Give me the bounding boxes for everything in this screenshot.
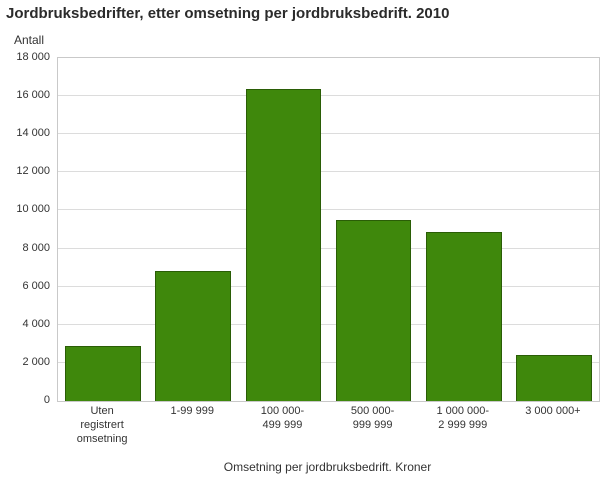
gridline: [58, 133, 599, 135]
x-tick-label: 1-99 999: [170, 405, 214, 417]
gridline: [58, 361, 599, 363]
bar-slot: [58, 58, 148, 401]
y-axis-ticks: 0 2 000 4 000 6 000 8 000 10 000 12 000 14 000 1…: [0, 51, 50, 406]
gridline: [58, 209, 599, 211]
y-tick-label: 4 000: [22, 317, 50, 330]
y-axis-label: Antall: [14, 33, 45, 47]
bar-slot: [238, 58, 328, 401]
bar-slot: [148, 58, 238, 401]
y-tick-label: 8 000: [22, 241, 50, 254]
gridline: [58, 171, 599, 173]
x-axis-label: Omsetning per jordbruksbedrift. Kroner: [223, 460, 432, 474]
bar: [245, 88, 322, 401]
y-tick-label: 12 000: [16, 165, 50, 178]
plot-area: [57, 57, 600, 402]
x-tick-label: 100 000- 499 999: [260, 405, 305, 431]
x-tick-label: 3 000 000+: [525, 405, 581, 417]
y-tick-label: 0: [43, 394, 50, 406]
bar: [335, 219, 412, 401]
gridline: [58, 247, 599, 249]
y-tick-label: 6 000: [22, 279, 50, 292]
x-axis-ticks: Uten registrert omsetning 1-99 999 100 000…: [57, 405, 598, 446]
bar: [516, 355, 592, 401]
y-tick-label: 16 000: [16, 89, 50, 102]
y-tick-label: 18 000: [16, 51, 50, 63]
x-tick-label: Uten registrert omsetning: [76, 405, 128, 445]
bar-slot: [509, 58, 599, 401]
y-tick-label: 2 000: [22, 355, 50, 368]
bar: [65, 345, 141, 401]
bar: [425, 232, 502, 401]
gridline: [58, 323, 599, 325]
gridline: [58, 95, 599, 97]
bar-slot: [329, 58, 419, 401]
x-tick-label: 1 000 000- 2 999 999: [436, 405, 490, 431]
bar: [155, 271, 232, 401]
bar-slot: [419, 58, 509, 401]
y-tick-label: 10 000: [16, 203, 50, 216]
gridline: [58, 285, 599, 287]
gridlines: [58, 58, 599, 401]
bars-container: [58, 58, 599, 401]
x-tick-label: 500 000- 999 999: [350, 405, 395, 431]
chart-title: Jordbruksbedrifter, etter omsetning per …: [6, 5, 450, 22]
y-tick-label: 14 000: [16, 127, 50, 140]
